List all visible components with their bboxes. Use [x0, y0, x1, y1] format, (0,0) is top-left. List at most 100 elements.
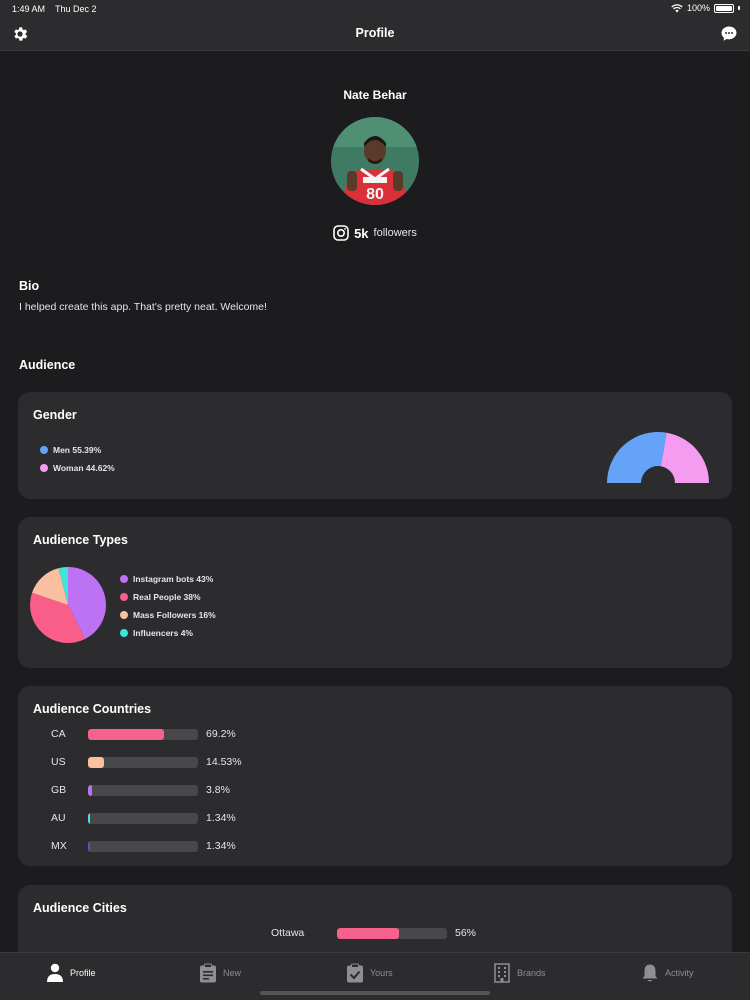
bar-row-au: AU 1.34%: [18, 811, 732, 827]
bio-title: Bio: [19, 279, 40, 293]
bar-track-ottawa: [337, 928, 447, 939]
audience-countries-title: Audience Countries: [33, 702, 152, 716]
tab-activity[interactable]: Activity: [641, 962, 694, 984]
bar-value-au: 1.34%: [206, 812, 236, 824]
bar-row-ca: CA 69.2%: [18, 727, 732, 743]
nav-title: Profile: [355, 26, 395, 40]
svg-text:80: 80: [366, 186, 384, 203]
tab-yours[interactable]: Yours: [346, 962, 393, 984]
person-icon: [47, 963, 63, 982]
legend-label-mass-followers: Mass Followers 16%: [133, 610, 216, 620]
bar-row-ottawa: Ottawa 56%: [18, 926, 732, 942]
bar-fill-us: [88, 757, 104, 768]
bar-row-gb: GB 3.8%: [18, 783, 732, 799]
legend-dot-mass-followers: [120, 611, 128, 619]
wifi-icon: [671, 3, 683, 12]
battery-icon: [714, 3, 734, 13]
status-time: 1:49 AM: [12, 4, 46, 14]
audience-types-card: Audience Types Instagram bots 43% Real P…: [18, 517, 732, 668]
audience-title: Audience: [19, 358, 76, 372]
bar-label-mx: MX: [51, 840, 67, 852]
home-indicator: [260, 991, 490, 995]
legend-dot-influencers: [120, 629, 128, 637]
bar-fill-au: [88, 813, 90, 824]
followers-label: followers: [373, 227, 417, 239]
battery-nub: [738, 6, 740, 10]
status-indicators: 100%: [671, 3, 740, 13]
audience-countries-card: Audience Countries CA 69.2% US 14.53% GB 3.8%…: [18, 686, 732, 866]
bar-label-gb: GB: [51, 784, 67, 796]
profile-name: Nate Behar: [343, 88, 407, 102]
status-bar: 1:49 AM Thu Dec 2 100%: [0, 0, 750, 18]
legend-item-real-people: Real People 38%: [120, 592, 201, 602]
bar-row-mx: MX 1.34%: [18, 839, 732, 855]
instagram-icon[interactable]: [333, 225, 349, 241]
avatar[interactable]: 80: [331, 117, 419, 205]
bio-text: I helped create this app. That's pretty …: [19, 301, 267, 313]
bar-fill-ca: [88, 729, 164, 740]
bell-icon: [642, 964, 658, 982]
pie-slice-influencers: [58, 567, 68, 605]
legend-item-woman: Woman 44.62%: [40, 463, 115, 473]
profile-content[interactable]: Nate Behar 80 5k f: [0, 51, 750, 952]
tab-profile[interactable]: Profile: [46, 962, 96, 984]
gender-slice-woman: [660, 432, 709, 483]
gender-donut-chart: [607, 432, 709, 483]
legend-item-instagram-bots: Instagram bots 43%: [120, 574, 213, 584]
tab-label-profile: Profile: [70, 968, 96, 978]
gender-card: Gender Men 55.39% Woman 44.62%: [18, 392, 732, 499]
bar-track-ca: [88, 729, 198, 740]
tab-label-new: New: [223, 968, 242, 978]
legend-dot-men: [40, 446, 48, 454]
tab-label-activity: Activity: [665, 968, 694, 978]
audience-types-title: Audience Types: [33, 533, 128, 547]
bar-fill-gb: [88, 785, 92, 796]
bar-value-us: 14.53%: [206, 756, 242, 768]
chat-icon[interactable]: [720, 25, 738, 43]
gear-icon[interactable]: [11, 25, 29, 43]
bar-label-au: AU: [51, 812, 66, 824]
followers-count: 5k: [354, 225, 369, 241]
battery-percent: 100%: [686, 3, 710, 13]
bar-fill-mx: [88, 841, 90, 852]
tab-brands[interactable]: Brands: [493, 962, 546, 984]
gender-title: Gender: [33, 408, 77, 422]
followers-row: 5k followers: [0, 225, 750, 241]
legend-dot-real-people: [120, 593, 128, 601]
legend-label-influencers: Influencers 4%: [133, 628, 193, 638]
legend-item-influencers: Influencers 4%: [120, 628, 193, 638]
navigation-bar: Profile: [0, 18, 750, 51]
bar-value-mx: 1.34%: [206, 840, 236, 852]
audience-types-pie-chart: [30, 567, 106, 643]
bar-label-ca: CA: [51, 728, 66, 740]
legend-item-mass-followers: Mass Followers 16%: [120, 610, 216, 620]
bar-value-ottawa: 56%: [455, 927, 477, 939]
bar-track-mx: [88, 841, 198, 852]
audience-cities-card: Audience Cities Ottawa 56%: [18, 885, 732, 952]
clipboard-icon: [200, 963, 216, 983]
tab-label-brands: Brands: [517, 968, 546, 978]
bar-label-us: US: [51, 756, 66, 768]
pie-slice-instagram-bots: [68, 567, 106, 639]
bar-track-gb: [88, 785, 198, 796]
avatar-photo: 80: [331, 117, 419, 205]
bar-track-au: [88, 813, 198, 824]
audience-cities-title: Audience Cities: [33, 901, 127, 915]
status-date: Thu Dec 2: [55, 4, 97, 14]
bar-track-us: [88, 757, 198, 768]
legend-dot-instagram-bots: [120, 575, 128, 583]
legend-label-instagram-bots: Instagram bots 43%: [133, 574, 214, 584]
legend-dot-woman: [40, 464, 48, 472]
legend-label-men: Men 55.39%: [53, 445, 102, 455]
bar-label-ottawa: Ottawa: [271, 927, 305, 939]
tab-label-yours: Yours: [370, 968, 393, 978]
gender-slice-men: [607, 432, 667, 483]
bar-value-ca: 69.2%: [206, 728, 236, 740]
bar-row-us: US 14.53%: [18, 755, 732, 771]
clipboard-check-icon: [347, 963, 363, 983]
tab-new[interactable]: New: [199, 962, 241, 984]
legend-item-men: Men 55.39%: [40, 445, 101, 455]
legend-label-real-people: Real People 38%: [133, 592, 201, 602]
bar-value-gb: 3.8%: [206, 784, 230, 796]
